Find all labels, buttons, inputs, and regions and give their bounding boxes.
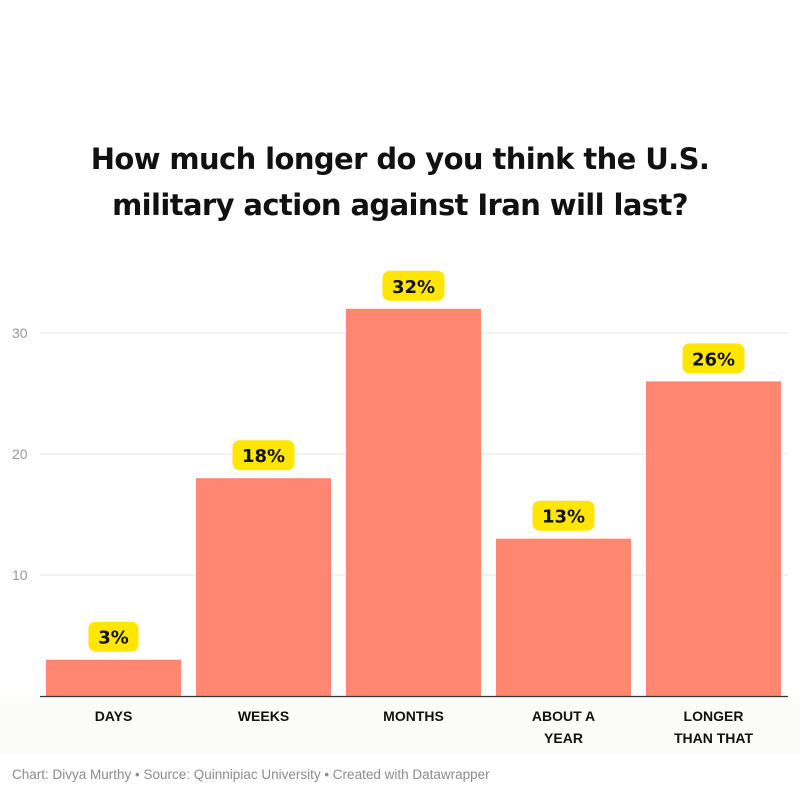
bar-days <box>46 659 181 696</box>
bars <box>46 308 781 696</box>
category-label: YEAR <box>544 730 583 746</box>
chart-footer-credit: Chart: Divya Murthy • Source: Quinnipiac… <box>12 767 490 782</box>
chart-title-line-1: How much longer do you think the U.S. <box>90 142 710 176</box>
chart-title-line-2: military action against Iran will last? <box>112 188 688 222</box>
y-tick-label-10: 10 <box>12 567 28 583</box>
y-tick-label-30: 30 <box>12 325 28 341</box>
category-label-band <box>0 697 800 755</box>
value-label: 32% <box>392 277 435 298</box>
bar-about-a-year <box>496 538 631 696</box>
value-label: 3% <box>98 628 129 649</box>
value-label: 26% <box>692 349 735 370</box>
value-label-highlight <box>532 500 595 531</box>
category-label: THAN THAT <box>674 730 754 746</box>
category-label: MONTHS <box>383 708 444 724</box>
category-label: DAYS <box>95 708 133 724</box>
value-labels: 3% 18% 32% 13% 26% <box>88 270 745 652</box>
value-label-highlight <box>232 440 295 471</box>
bar-longer-than-that <box>646 381 781 696</box>
value-label-highlight <box>682 343 745 374</box>
category-label: WEEKS <box>238 708 289 724</box>
category-labels: DAYS WEEKS MONTHS ABOUT A YEAR LONGER THAN THA… <box>95 708 754 746</box>
category-label: ABOUT A <box>532 708 595 724</box>
category-label: LONGER <box>684 708 744 724</box>
chart-title: How much longer do you think the U.S. mi… <box>0 136 800 228</box>
y-tick-label-20: 20 <box>12 446 28 462</box>
value-label-highlight <box>88 621 139 652</box>
value-label-highlight <box>382 270 445 301</box>
bar-months <box>346 308 481 696</box>
value-label: 18% <box>242 446 285 467</box>
bar-weeks <box>196 478 331 696</box>
value-label: 13% <box>542 507 585 528</box>
